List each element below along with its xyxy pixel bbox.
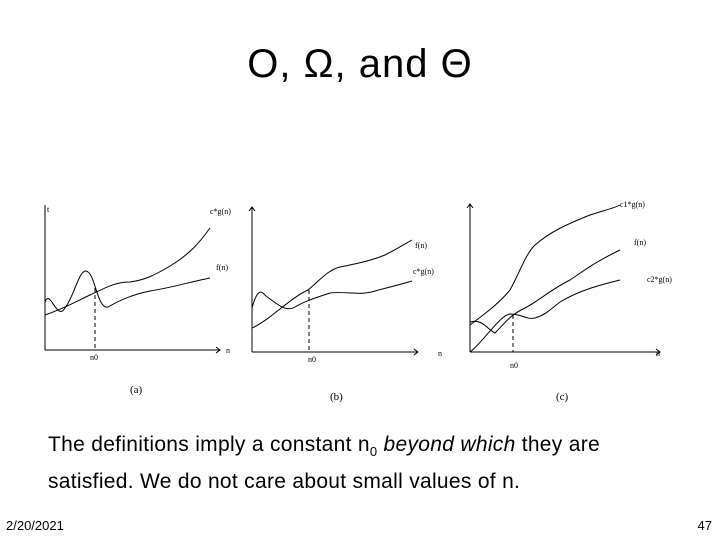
panel-b-y-arrow bbox=[248, 206, 256, 212]
panel-a-cg-curve bbox=[44, 227, 211, 316]
panel-a-f-label: f(n) bbox=[216, 263, 228, 272]
panel-b-f-label: f(n) bbox=[415, 241, 427, 250]
footer-date: 2/20/2021 bbox=[6, 518, 64, 533]
body-text-part2: they are satisfied. We do not care about… bbox=[48, 433, 600, 494]
panel-b-f-curve bbox=[251, 239, 413, 329]
panel-c-c2g-label: c2*g(n) bbox=[647, 275, 672, 284]
panel-a-caption: (a) bbox=[130, 384, 143, 396]
slide-title: O, Ω, and Θ bbox=[247, 42, 473, 86]
panel-c-f-label: f(n) bbox=[634, 238, 646, 247]
panel-c-caption: (c) bbox=[556, 391, 569, 403]
panel-b-caption: (b) bbox=[330, 391, 343, 403]
panel-c-c2g-curve bbox=[469, 279, 621, 353]
slide-body-text: The definitions imply a constant n0 beyo… bbox=[48, 430, 688, 497]
panel-b-x-arrow bbox=[413, 348, 419, 356]
panel-b-cg-label: c*g(n) bbox=[413, 267, 434, 276]
panel-c-c1g-label: c1*g(n) bbox=[620, 200, 645, 209]
panel-a-x-label: n bbox=[226, 346, 230, 355]
panel-c-f-curve bbox=[469, 249, 621, 334]
panel-c-y-arrow bbox=[466, 203, 474, 209]
panel-b-x-label: n bbox=[438, 349, 442, 358]
panel-b-n0-label: n0 bbox=[308, 355, 316, 364]
panel-a bbox=[44, 205, 221, 354]
body-text-subscript: 0 bbox=[369, 444, 378, 460]
panel-a-x-arrow bbox=[215, 346, 221, 354]
body-text-italic: beyond which bbox=[377, 433, 516, 456]
panel-c-x-label: n bbox=[656, 349, 660, 358]
panel-b bbox=[248, 206, 419, 356]
panel-a-n0-label: n0 bbox=[90, 353, 98, 362]
panel-a-f-curve bbox=[44, 270, 211, 312]
page-number: 47 bbox=[697, 518, 712, 533]
panel-c-n0-label: n0 bbox=[510, 361, 518, 370]
body-text-part1: The definitions imply a constant n bbox=[48, 433, 370, 456]
panel-c-c1g-curve bbox=[469, 204, 621, 326]
panel-b-cg-curve bbox=[251, 280, 413, 310]
panel-c bbox=[466, 203, 661, 356]
big-o-figure: t n c*g(n) f(n) n0 (a) n f(n) c*g(n) n0 … bbox=[44, 200, 672, 403]
panel-a-y-label: t bbox=[47, 205, 50, 214]
panel-a-cg-label: c*g(n) bbox=[210, 207, 231, 216]
panel-c-x-arrow bbox=[655, 348, 661, 356]
